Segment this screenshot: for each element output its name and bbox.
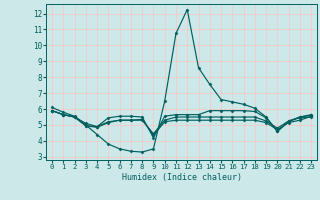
X-axis label: Humidex (Indice chaleur): Humidex (Indice chaleur) — [122, 173, 242, 182]
